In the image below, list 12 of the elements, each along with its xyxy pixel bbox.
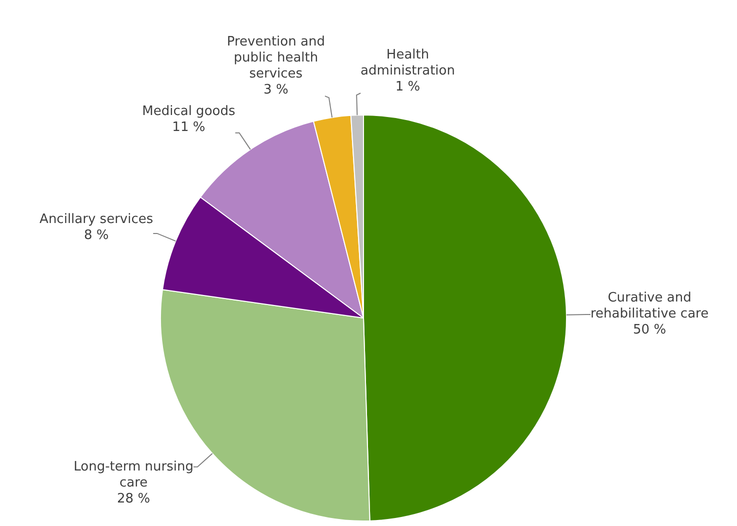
data-label: 8 % — [84, 228, 109, 243]
slice-label: Medical goods — [142, 104, 236, 119]
slice-label: Ancillary services — [40, 212, 154, 227]
slice-label: Long-term nursing care — [74, 459, 194, 490]
data-label: 1 % — [395, 79, 420, 94]
slice-label: Health administration — [360, 47, 455, 78]
data-label: 11 % — [172, 120, 206, 135]
slice-label: Curative and rehabilitative care — [590, 290, 709, 322]
data-label: 50 % — [633, 322, 666, 338]
slice-label: Prevention and public health services — [226, 34, 325, 82]
data-label: 28 % — [117, 491, 150, 506]
data-label: 3 % — [264, 82, 288, 98]
